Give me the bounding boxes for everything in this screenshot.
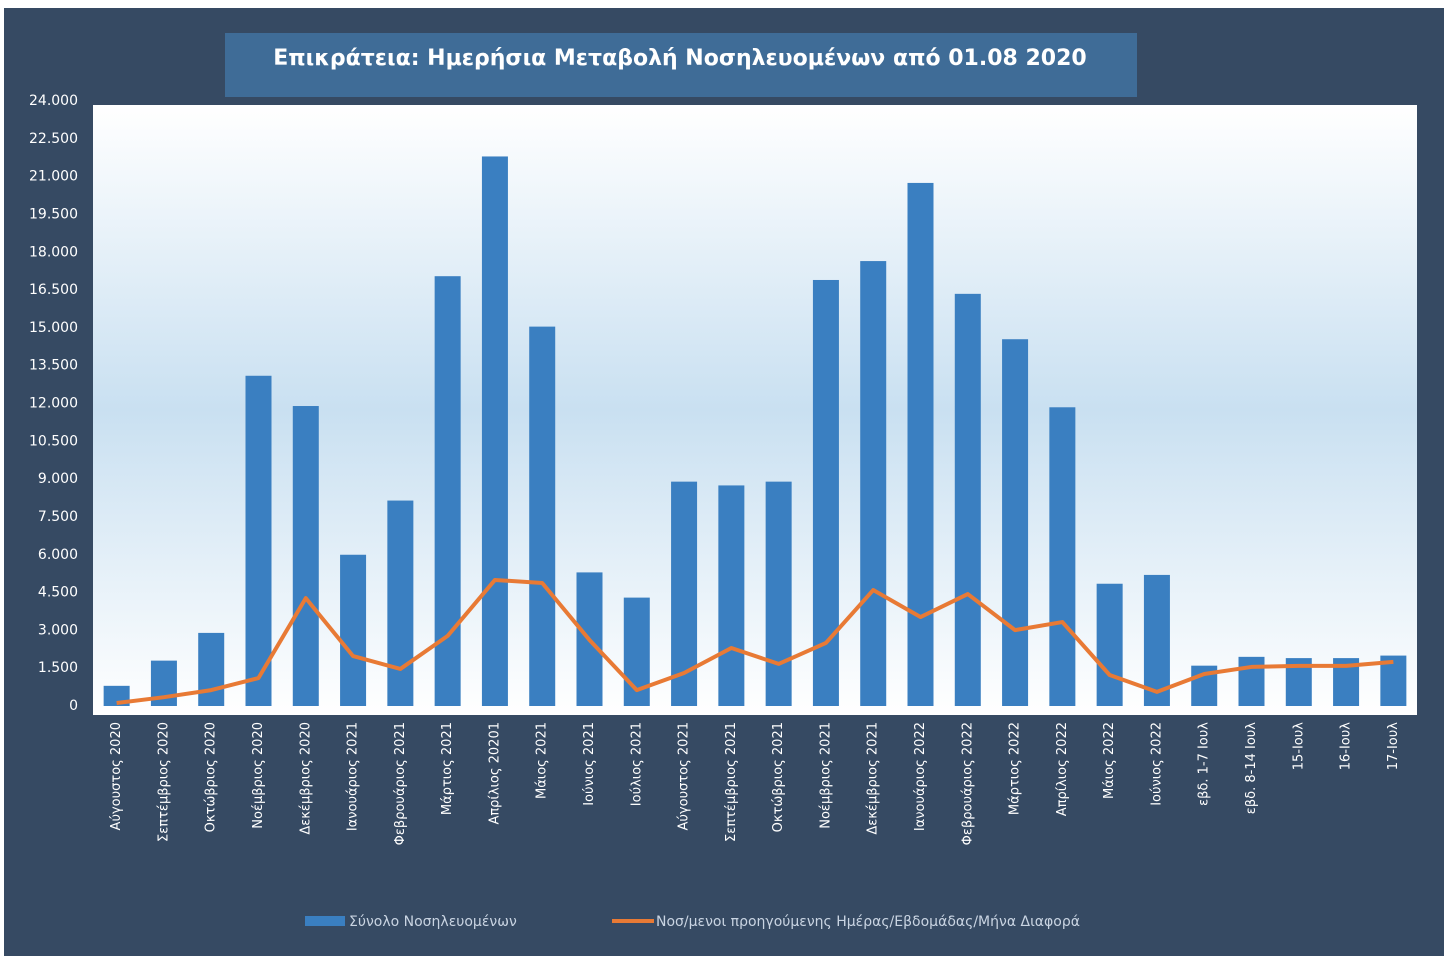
bar xyxy=(1096,583,1123,706)
x-tick-label: 16-Ιουλ xyxy=(1339,722,1354,771)
y-tick-label: 3.000 xyxy=(38,622,78,638)
x-tick-label: Ιούλιος 2021 xyxy=(629,722,644,806)
bar xyxy=(387,500,414,706)
bar xyxy=(1049,407,1076,706)
x-tick-label: εβδ. 1-7 Ιουλ xyxy=(1197,722,1212,806)
bar xyxy=(292,406,319,706)
y-tick-label: 10.500 xyxy=(29,433,78,449)
x-tick-label: Ιούνιος 2022 xyxy=(1149,722,1164,806)
bar xyxy=(340,554,367,706)
x-tick-label: Νοέμβριος 2021 xyxy=(818,722,833,829)
x-tick-label: Απρίλιος 2022 xyxy=(1055,722,1070,816)
x-tick-label: Σεπτέμβριος 2021 xyxy=(724,722,739,842)
y-tick-label: 6.000 xyxy=(38,547,78,563)
y-tick-label: 7.500 xyxy=(38,509,78,525)
x-tick-label: Ιανουάριος 2021 xyxy=(346,722,361,831)
y-tick-label: 15.000 xyxy=(29,320,78,336)
x-tick-label: Νοέμβριος 2020 xyxy=(251,722,266,829)
y-tick-label: 16.500 xyxy=(29,282,78,298)
bar xyxy=(1238,656,1265,706)
x-tick-label: 17-Ιουλ xyxy=(1386,722,1401,771)
x-tick-label: Αύγουστος 2020 xyxy=(109,722,124,830)
bar xyxy=(718,485,745,706)
bar xyxy=(1143,574,1170,706)
x-tick-label: Ιανουάριος 2022 xyxy=(913,722,928,831)
x-tick-label: Αύγουστος 2021 xyxy=(677,722,692,830)
y-tick-label: 24.000 xyxy=(29,93,78,109)
bar xyxy=(481,156,508,707)
legend-swatch xyxy=(305,916,345,926)
title-box xyxy=(225,33,1137,97)
x-tick-label: Μάρτιος 2022 xyxy=(1008,722,1023,815)
bar xyxy=(245,375,272,706)
x-tick-label: Δεκέμβριος 2020 xyxy=(298,722,313,835)
y-tick-label: 19.500 xyxy=(29,206,78,222)
legend-label: Σύνολο Νοσηλευομένων xyxy=(349,914,517,930)
y-tick-label: 21.000 xyxy=(29,169,78,185)
legend-label: Νοσ/μενοι προηγούμενης Ημέρας/Εβδομάδας/… xyxy=(656,914,1080,930)
x-tick-label: Φεβρουάριος 2021 xyxy=(393,722,408,845)
x-tick-label: Σεπτέμβριος 2020 xyxy=(156,722,171,842)
x-tick-label: εβδ. 8-14 Ιουλ xyxy=(1244,722,1259,814)
y-tick-label: 22.500 xyxy=(29,131,78,147)
x-tick-label: Μάιος 2021 xyxy=(535,722,550,799)
y-tick-label: 9.000 xyxy=(38,471,78,487)
bar xyxy=(954,293,981,706)
bar xyxy=(860,261,887,706)
y-tick-label: 13.500 xyxy=(29,358,78,374)
y-tick-label: 0 xyxy=(69,698,78,714)
x-tick-label: Μάιος 2022 xyxy=(1102,722,1117,799)
y-tick-label: 4.500 xyxy=(38,585,78,601)
y-tick-label: 1.500 xyxy=(38,660,78,676)
chart-title: Επικράτεια: Ημερήσια Μεταβολή Νοσηλευομέ… xyxy=(273,46,1086,71)
x-tick-label: Απρίλιος 20201 xyxy=(487,722,502,825)
x-tick-label: Ιούνιος 2021 xyxy=(582,722,597,806)
x-tick-label: Οκτώβριος 2020 xyxy=(204,722,219,832)
y-tick-label: 18.000 xyxy=(29,244,78,260)
x-tick-label: Μάρτιος 2021 xyxy=(440,722,455,815)
x-tick-label: Φεβρουάριος 2022 xyxy=(960,722,975,845)
x-tick-label: 15-Ιουλ xyxy=(1291,722,1306,771)
bar xyxy=(529,326,556,706)
bar xyxy=(198,632,225,706)
bar xyxy=(765,481,792,706)
y-tick-label: 12.000 xyxy=(29,396,78,412)
line xyxy=(116,577,1394,705)
x-tick-label: Οκτώβριος 2021 xyxy=(771,722,786,832)
bar xyxy=(907,182,934,707)
bar xyxy=(1002,339,1029,706)
x-tick-label: Δεκέμβριος 2021 xyxy=(866,722,881,835)
